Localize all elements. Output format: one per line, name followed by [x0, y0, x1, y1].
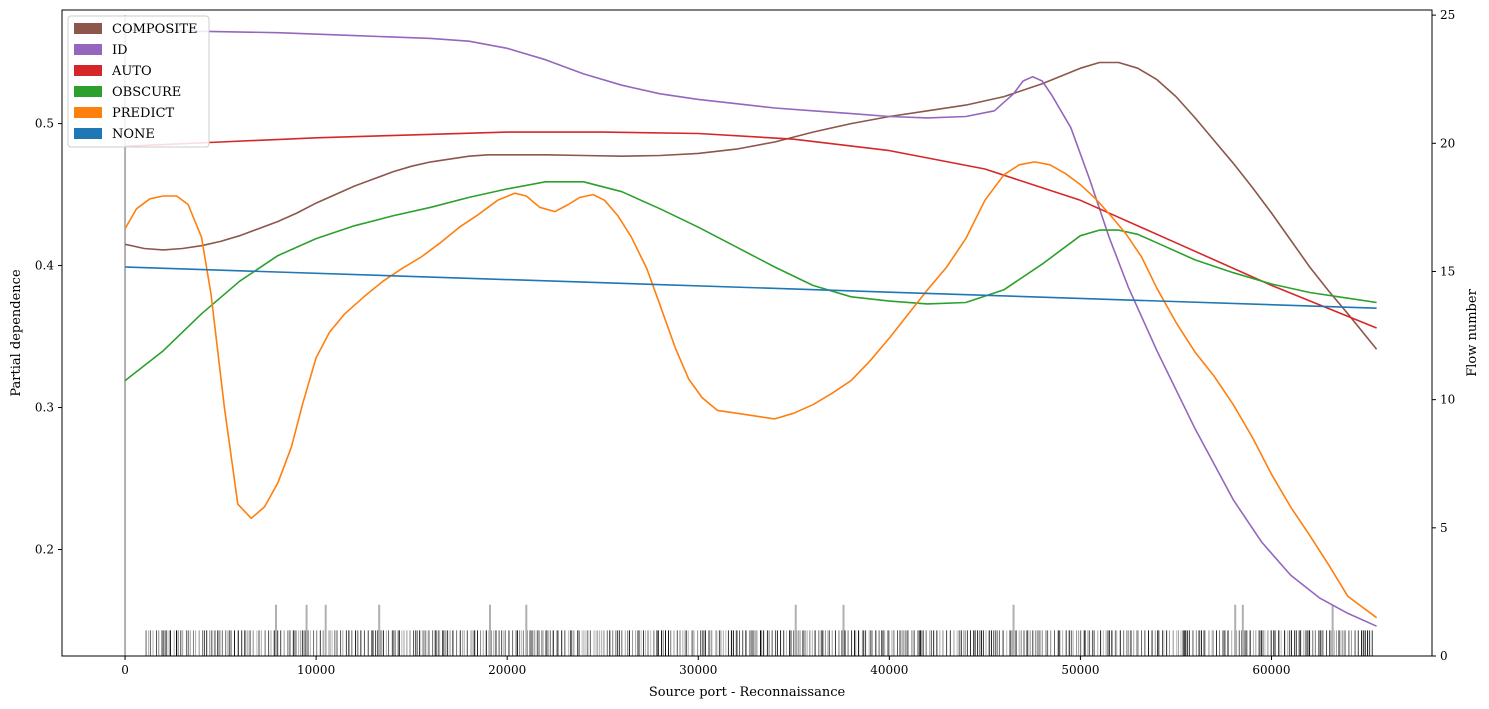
y2-tick-label: 0: [1440, 649, 1448, 663]
y-axis-right: 0 5 10 15 20 25: [1432, 8, 1455, 663]
x-tick-label: 50000: [1061, 663, 1099, 677]
plot-frame: [61, 9, 1433, 657]
y-tick-label: 0.4: [35, 259, 54, 273]
series-line-composite: [124, 61, 1378, 350]
y2-tick-label: 15: [1440, 264, 1455, 278]
series-lines: [124, 29, 1378, 627]
legend-swatch: [74, 86, 102, 97]
y2-axis-title: Flow number: [1465, 288, 1480, 376]
y2-tick-label: 25: [1440, 8, 1455, 22]
x-axis: 0 10000 20000 30000 40000 50000 60000: [121, 656, 1291, 677]
y-tick-label: 0.3: [35, 401, 54, 415]
x-tick-label: 60000: [1252, 663, 1290, 677]
x-tick-label: 0: [121, 663, 129, 677]
flow-histogram: [124, 15, 1373, 656]
legend-box: [67, 15, 210, 148]
legend-swatch: [74, 44, 102, 55]
legend-swatch: [74, 128, 102, 139]
legend-label: PREDICT: [112, 106, 175, 121]
x-tick-label: 20000: [488, 663, 526, 677]
x-tick-label: 10000: [297, 663, 335, 677]
y-axis-title: Partial dependence: [9, 269, 24, 397]
y2-tick-label: 5: [1440, 521, 1448, 535]
x-tick-label: 40000: [870, 663, 908, 677]
legend-swatch: [74, 107, 102, 118]
y-tick-label: 0.2: [35, 543, 54, 557]
legend-swatch: [74, 65, 102, 76]
series-line-id: [125, 29, 1377, 627]
y-tick-label: 0.5: [35, 117, 54, 131]
x-tick-label: 30000: [679, 663, 717, 677]
legend-label: OBSCURE: [112, 85, 181, 100]
y2-tick-label: 20: [1440, 136, 1455, 150]
series-line-obscure: [124, 181, 1377, 382]
x-axis-title: Source port - Reconnaissance: [649, 685, 846, 700]
legend-label: COMPOSITE: [112, 22, 198, 37]
legend-label: AUTO: [111, 64, 152, 79]
series-line-none: [125, 266, 1377, 309]
series-line-auto: [125, 131, 1377, 329]
legend-swatch: [74, 23, 102, 34]
legend-label: NONE: [112, 127, 155, 142]
y2-tick-label: 10: [1440, 393, 1455, 407]
y-axis-left: 0.2 0.3 0.4 0.5: [35, 117, 62, 557]
legend: COMPOSITE ID AUTO OBSCURE PREDICT NONE: [67, 15, 210, 148]
series-line-predict: [124, 161, 1378, 619]
legend-label: ID: [112, 43, 128, 58]
